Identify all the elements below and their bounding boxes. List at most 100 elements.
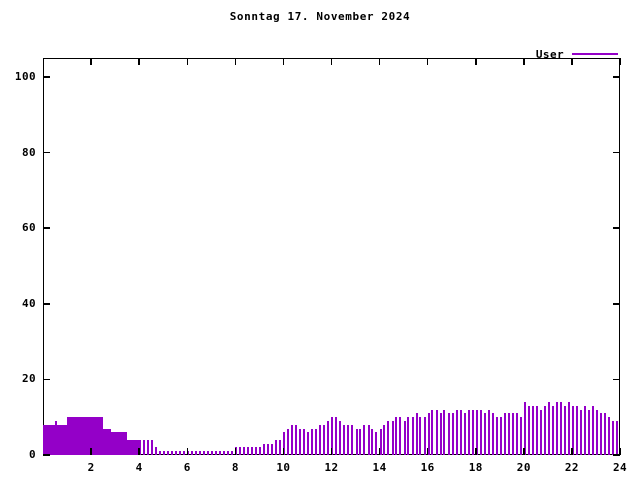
chart-bar [115, 432, 118, 455]
chart-bar [67, 417, 69, 455]
y-axis-tick-label: 80 [21, 145, 36, 159]
plot-area [42, 58, 620, 455]
chart-bar [327, 420, 330, 455]
y-axis-tick-mark [43, 303, 50, 305]
chart-bar [127, 439, 130, 455]
chart-bar [223, 451, 226, 455]
chart-bar [547, 402, 550, 455]
chart-bar [44, 424, 47, 455]
chart-bar [559, 402, 562, 455]
chart-bar [167, 451, 170, 455]
chart-bar [199, 451, 202, 455]
x-axis-tick-mark [234, 448, 237, 455]
chart-bar [307, 432, 310, 455]
chart-bar [73, 417, 75, 455]
chart-bar [455, 409, 458, 455]
chart-bar [523, 402, 526, 455]
chart-bar [459, 409, 462, 455]
x-axis-tick-label: 8 [231, 461, 239, 474]
y-axis-tick-mark [613, 303, 620, 305]
chart-bar [295, 424, 298, 455]
x-axis-tick-mark [378, 448, 381, 455]
chart-bar [291, 424, 294, 455]
chart-bar [527, 405, 530, 455]
chart-bar [231, 451, 234, 455]
chart-bar [463, 413, 466, 455]
chart-bar [319, 424, 322, 455]
chart-bar [183, 451, 186, 455]
chart-bar [239, 447, 242, 455]
x-axis-tick-label: 20 [516, 461, 531, 474]
x-axis-tick-mark [523, 448, 525, 455]
y-axis-tick-mark [613, 227, 620, 229]
x-axis-tick-mark [330, 448, 333, 455]
chart-bar [117, 432, 119, 455]
chart-bar [129, 439, 132, 455]
chart-bar [98, 417, 101, 455]
x-axis-tick-label: 22 [564, 461, 579, 474]
chart-bar [423, 417, 426, 455]
chart-bar [583, 405, 586, 455]
y-axis-tick-mark [43, 76, 50, 78]
chart-bar [123, 432, 126, 455]
chart-bar [219, 451, 222, 455]
chart-bar [355, 428, 358, 455]
chart-bar [603, 413, 606, 455]
chart-bar [175, 451, 178, 455]
x-axis-tick-mark [378, 58, 381, 65]
chart-bar [331, 417, 334, 455]
chart-bar [363, 424, 366, 455]
chart-bar [611, 420, 614, 455]
y-axis-tick-mark [613, 454, 620, 456]
x-axis-tick-label: 16 [420, 461, 435, 474]
chart-bar [80, 417, 83, 455]
x-axis-tick-mark [571, 58, 573, 65]
chart-bar [379, 428, 382, 455]
chart-bar [499, 417, 502, 455]
x-axis-tick-mark [619, 448, 621, 455]
chart-bar [267, 443, 270, 455]
x-axis-tick-mark [426, 58, 429, 65]
chart-bar [151, 439, 154, 455]
chart-bar [487, 409, 490, 455]
chart-bar [571, 405, 574, 455]
chart-bar [247, 447, 250, 455]
chart-bar [415, 413, 418, 455]
y-axis-tick-label: 20 [21, 372, 36, 386]
chart-bar [287, 428, 290, 455]
chart-bar [371, 428, 374, 455]
y-axis-tick-label: 100 [14, 69, 36, 83]
chart-bar [64, 424, 67, 455]
x-axis-tick-mark [282, 58, 285, 65]
chart-bar [121, 432, 124, 455]
chart-bar [335, 417, 338, 455]
chart-bar [367, 424, 370, 455]
chart-bar [263, 443, 266, 455]
chart-bar [62, 424, 65, 455]
legend: User [536, 46, 618, 62]
chart-bar [110, 432, 113, 455]
chart-bar [163, 451, 166, 455]
chart-bar [154, 447, 157, 455]
chart-bar [399, 417, 402, 455]
x-axis-tick-mark [90, 448, 92, 455]
chart-bar [387, 420, 390, 455]
chart-bar [551, 405, 554, 455]
chart-bar [343, 424, 346, 455]
plot-frame [43, 58, 620, 455]
chart-bar [179, 451, 182, 455]
y-axis-tick-mark [613, 151, 620, 154]
y-axis-tick-mark [613, 76, 620, 78]
chart-bar [251, 447, 254, 455]
x-axis-tick-label: 12 [324, 461, 339, 474]
chart-bar [359, 428, 362, 455]
y-axis-tick-label: 0 [28, 448, 36, 461]
chart-bar [419, 417, 422, 455]
chart-bar [511, 413, 514, 455]
legend-item-user-swatch [572, 53, 618, 55]
chart-bar [76, 417, 79, 455]
chart-bar [595, 409, 598, 455]
chart-bar [74, 417, 77, 455]
legend-item-user-label: User [535, 47, 564, 61]
